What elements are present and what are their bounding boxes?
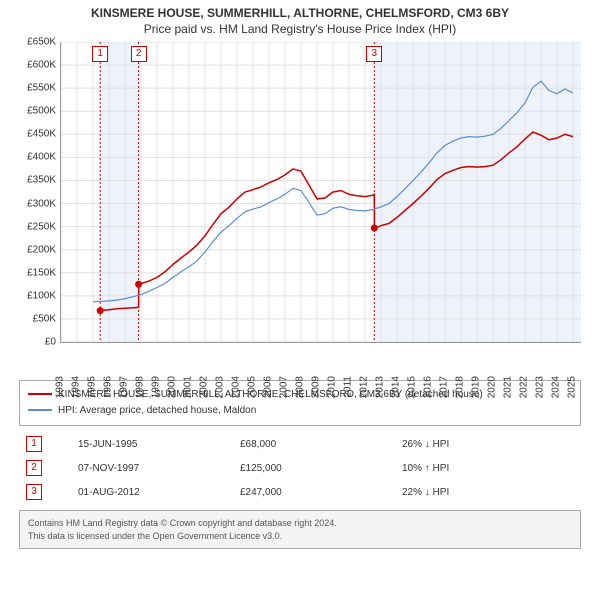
y-tick-label: £400K: [27, 152, 56, 163]
x-tick-label: 2008: [295, 376, 306, 398]
x-tick-label: 2020: [487, 376, 498, 398]
chart-area: £0 £50K £100K £150K £200K £250K £300K £350K £400…: [20, 42, 580, 380]
x-tick-label: 1998: [135, 376, 146, 398]
sale-point-marker: [97, 307, 104, 314]
x-tick-label: 2017: [439, 376, 450, 398]
marker-label: 2: [131, 46, 147, 62]
y-tick-label: £100K: [27, 290, 56, 301]
transaction-date: 15-JUN-1995: [72, 432, 234, 456]
x-tick-label: 2016: [423, 376, 434, 398]
x-tick-label: 1995: [87, 376, 98, 398]
y-tick-label: £350K: [27, 175, 56, 186]
x-tick-label: 2025: [567, 376, 578, 398]
x-tick-label: 2024: [551, 376, 562, 398]
y-tick-label: £200K: [27, 244, 56, 255]
marker-label: 3: [366, 46, 382, 62]
transaction-marker: 1: [26, 436, 42, 452]
x-tick-label: 1999: [151, 376, 162, 398]
x-tick-label: 1996: [103, 376, 114, 398]
legend-item: HPI: Average price, detached house, Mald…: [28, 403, 572, 419]
chart-title: KINSMERE HOUSE, SUMMERHILL, ALTHORNE, CH…: [0, 0, 600, 20]
x-tick-label: 2015: [407, 376, 418, 398]
x-tick-label: 2018: [455, 376, 466, 398]
legend-swatch: [28, 393, 52, 395]
x-tick-label: 2003: [215, 376, 226, 398]
x-tick-label: 2022: [519, 376, 530, 398]
legend-label: HPI: Average price, detached house, Mald…: [58, 405, 256, 416]
y-tick-label: £500K: [27, 106, 56, 117]
footer-line1: Contains HM Land Registry data © Crown c…: [28, 517, 572, 530]
transaction-row: 1 15-JUN-1995£68,00026% ↓ HPI: [20, 432, 580, 456]
marker-label: 1: [92, 46, 108, 62]
transaction-price: £125,000: [234, 456, 396, 480]
footer-line2: This data is licensed under the Open Gov…: [28, 530, 572, 543]
transaction-price: £68,000: [234, 432, 396, 456]
chart-subtitle: Price paid vs. HM Land Registry's House …: [0, 20, 600, 42]
transactions-table: 1 15-JUN-1995£68,00026% ↓ HPI 2 07-NOV-1997…: [20, 432, 580, 504]
x-tick-label: 2019: [471, 376, 482, 398]
x-tick-label: 1997: [119, 376, 130, 398]
x-tick-label: 2011: [343, 376, 354, 398]
transaction-date: 07-NOV-1997: [72, 456, 234, 480]
transaction-price: £247,000: [234, 480, 396, 504]
x-tick-label: 2001: [183, 376, 194, 398]
transaction-row: 3 01-AUG-2012£247,00022% ↓ HPI: [20, 480, 580, 504]
x-tick-label: 2004: [231, 376, 242, 398]
y-tick-label: £50K: [33, 313, 56, 324]
x-tick-label: 2014: [391, 376, 402, 398]
transaction-delta: 10% ↑ HPI: [396, 456, 580, 480]
plot-svg: [61, 42, 581, 342]
y-tick-label: £600K: [27, 60, 56, 71]
footer: Contains HM Land Registry data © Crown c…: [19, 510, 581, 549]
y-tick-label: £650K: [27, 37, 56, 48]
transaction-row: 2 07-NOV-1997£125,00010% ↑ HPI: [20, 456, 580, 480]
x-tick-label: 1993: [55, 376, 66, 398]
x-tick-label: 2023: [535, 376, 546, 398]
x-tick-label: 2005: [247, 376, 258, 398]
sale-point-marker: [371, 225, 378, 232]
y-tick-label: £150K: [27, 267, 56, 278]
transaction-marker: 3: [26, 484, 42, 500]
x-tick-label: 2021: [503, 376, 514, 398]
x-tick-label: 2006: [263, 376, 274, 398]
x-tick-label: 2009: [311, 376, 322, 398]
sale-point-marker: [135, 281, 142, 288]
x-tick-label: 2000: [167, 376, 178, 398]
y-tick-label: £0: [45, 337, 56, 348]
y-tick-label: £450K: [27, 129, 56, 140]
transaction-marker: 2: [26, 460, 42, 476]
x-tick-label: 2002: [199, 376, 210, 398]
transaction-delta: 22% ↓ HPI: [396, 480, 580, 504]
legend-swatch: [28, 409, 52, 411]
y-tick-label: £550K: [27, 83, 56, 94]
x-tick-label: 2012: [359, 376, 370, 398]
x-tick-label: 2010: [327, 376, 338, 398]
y-tick-label: £300K: [27, 198, 56, 209]
x-tick-label: 2013: [375, 376, 386, 398]
transaction-date: 01-AUG-2012: [72, 480, 234, 504]
y-tick-label: £250K: [27, 221, 56, 232]
x-tick-label: 1994: [71, 376, 82, 398]
x-tick-label: 2007: [279, 376, 290, 398]
transaction-delta: 26% ↓ HPI: [396, 432, 580, 456]
